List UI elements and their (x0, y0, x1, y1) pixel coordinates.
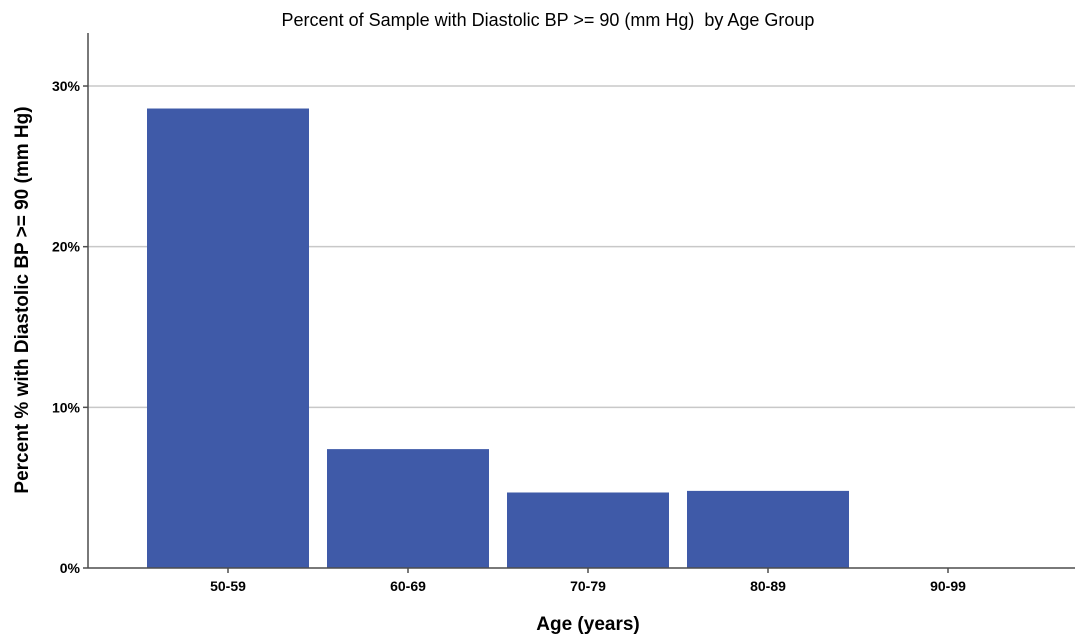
tick-layer: 0% 10% 20% 30% 50-59 60-69 70-79 80-89 90-99 (52, 78, 966, 594)
chart-title: Percent of Sample with Diastolic BP >= 9… (282, 10, 815, 30)
bar-60-69 (327, 449, 489, 568)
x-tick-label: 60-69 (390, 578, 426, 594)
y-axis-label: Percent % with Diastolic BP >= 90 (mm Hg… (12, 106, 33, 493)
bar-layer (147, 108, 849, 569)
x-tick-label: 80-89 (750, 578, 786, 594)
bar-50-59 (147, 108, 309, 569)
x-tick-label: 70-79 (570, 578, 606, 594)
bar-70-79 (507, 492, 669, 568)
y-tick-label: 30% (52, 78, 81, 94)
x-tick-label: 50-59 (210, 578, 246, 594)
bar-80-89 (687, 490, 849, 568)
y-tick-label: 0% (60, 560, 81, 576)
y-tick-label: 10% (52, 399, 81, 415)
axis-layer (83, 33, 1075, 573)
y-tick-label: 20% (52, 239, 81, 255)
x-axis-label: Age (years) (536, 614, 640, 635)
x-tick-label: 90-99 (930, 578, 966, 594)
